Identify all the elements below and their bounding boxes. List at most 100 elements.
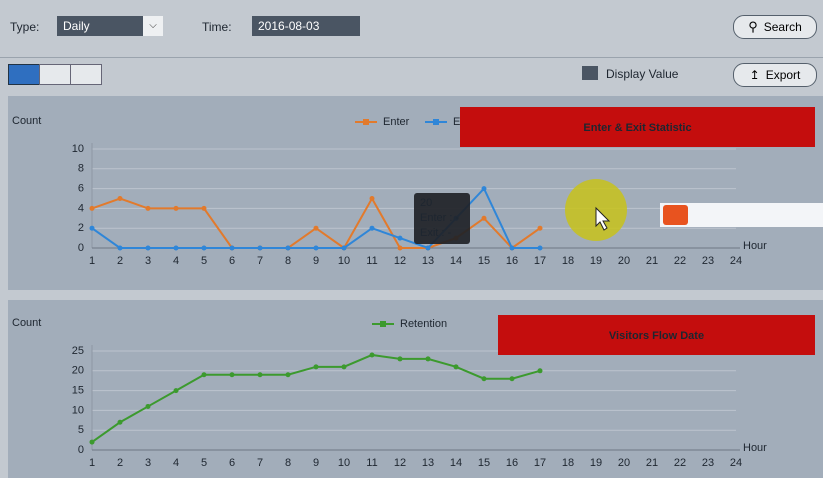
export-text: Export — [765, 68, 801, 82]
table-view-button[interactable] — [70, 64, 102, 85]
divider — [0, 57, 823, 58]
x-tick-label: 16 — [506, 457, 518, 469]
x-tick-label: 15 — [478, 457, 490, 469]
x-tick-label: 22 — [674, 457, 686, 469]
data-point — [89, 225, 95, 231]
y-tick-label: 15 — [72, 385, 84, 397]
data-point — [397, 356, 403, 362]
data-point — [425, 245, 431, 251]
chart-title: Visitors Flow Date — [609, 330, 704, 342]
data-point — [313, 364, 319, 370]
export-icon: ↥ — [749, 68, 760, 82]
type-value: Daily — [63, 19, 90, 33]
x-tick-label: 18 — [562, 457, 574, 469]
data-point — [257, 245, 263, 251]
display-value-label: Display Value — [606, 67, 679, 81]
export-button[interactable]: ↥ Export — [733, 63, 817, 87]
search-icon: ⚲ — [748, 19, 758, 34]
x-tick-label: 20 — [618, 457, 630, 469]
x-tick-label: 24 — [730, 457, 742, 469]
data-point — [397, 235, 403, 241]
data-point — [173, 245, 179, 251]
search-text: Search — [763, 20, 802, 34]
y-tick-label: 0 — [78, 242, 84, 254]
data-point — [397, 245, 403, 251]
title-banner — [498, 315, 815, 355]
chart-title: Enter & Exit Statistic — [583, 122, 691, 134]
title-banner — [460, 107, 815, 147]
x-tick-label: 17 — [534, 255, 546, 267]
x-tick-label: 23 — [702, 457, 714, 469]
data-point — [369, 352, 375, 358]
data-point — [481, 215, 487, 221]
tooltip-box — [414, 193, 470, 244]
x-tick-label: 11 — [366, 457, 377, 469]
x-axis-label: Hour — [743, 442, 767, 454]
x-tick-label: 6 — [229, 457, 235, 469]
data-point — [257, 372, 263, 378]
legend-label: Retention — [400, 318, 447, 330]
data-point — [145, 205, 151, 211]
data-point — [229, 245, 235, 251]
y-tick-label: 10 — [72, 143, 84, 155]
x-tick-label: 1 — [89, 255, 95, 267]
x-tick-label: 14 — [450, 255, 462, 267]
data-point — [341, 364, 347, 370]
data-point — [453, 364, 459, 370]
x-tick-label: 11 — [366, 255, 377, 267]
x-tick-label: 10 — [338, 457, 350, 469]
data-point — [117, 245, 123, 251]
data-point — [285, 245, 291, 251]
x-tick-label: 18 — [562, 255, 574, 267]
type-select[interactable]: Daily ⌵ — [57, 16, 163, 36]
data-point — [537, 245, 543, 251]
data-point — [117, 419, 123, 425]
x-tick-label: 1 — [89, 457, 95, 469]
data-point — [173, 388, 179, 394]
select-arrow[interactable]: ⌵ — [143, 16, 163, 36]
x-tick-label: 19 — [590, 255, 602, 267]
cursor — [595, 206, 611, 231]
x-tick-label: 13 — [422, 457, 434, 469]
data-point — [201, 245, 207, 251]
data-point — [537, 368, 543, 374]
x-axis-label: Hour — [743, 240, 767, 252]
x-tick-label: 7 — [257, 457, 263, 469]
x-tick-label: 13 — [422, 255, 434, 267]
x-tick-label: 19 — [590, 457, 602, 469]
x-tick-label: 4 — [173, 255, 179, 267]
data-point — [117, 196, 123, 201]
data-point — [537, 225, 543, 231]
search-button[interactable]: ⚲ Search — [733, 15, 817, 39]
x-tick-label: 6 — [229, 255, 235, 267]
data-point — [201, 372, 207, 378]
time-input[interactable]: 2016-08-03 — [252, 16, 360, 36]
x-tick-label: 15 — [478, 255, 490, 267]
x-tick-label: 24 — [730, 255, 742, 267]
data-point — [313, 245, 319, 251]
x-tick-label: 5 — [201, 457, 207, 469]
y-axis-label: Count — [12, 317, 41, 329]
y-tick-label: 5 — [78, 424, 84, 436]
data-point — [145, 403, 151, 409]
data-point — [341, 245, 347, 251]
ime-logo — [663, 205, 688, 225]
x-tick-label: 10 — [338, 255, 350, 267]
data-point — [369, 196, 375, 201]
data-point — [481, 376, 487, 382]
x-tick-label: 14 — [450, 457, 462, 469]
data-point — [89, 205, 95, 211]
x-tick-label: 20 — [618, 255, 630, 267]
y-tick-label: 4 — [78, 202, 84, 214]
y-tick-label: 25 — [72, 345, 84, 357]
legend-label: Enter — [383, 116, 410, 128]
x-tick-label: 21 — [646, 255, 658, 267]
x-tick-label: 17 — [534, 457, 546, 469]
x-tick-label: 8 — [285, 457, 291, 469]
display-value-checkbox[interactable] — [582, 66, 598, 80]
y-tick-label: 2 — [78, 222, 84, 234]
x-tick-label: 8 — [285, 255, 291, 267]
x-tick-label: 9 — [313, 457, 319, 469]
